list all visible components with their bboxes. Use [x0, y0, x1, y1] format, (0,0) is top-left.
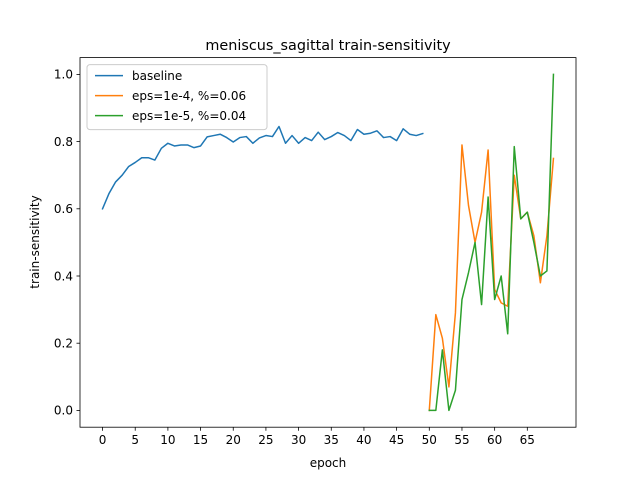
x-tick-label: 5 — [131, 433, 139, 447]
x-tick-label: 15 — [193, 433, 208, 447]
x-tick-label: 25 — [258, 433, 273, 447]
y-tick-label: 0.0 — [54, 404, 73, 418]
legend: baseline eps=1e-4, %=0.06 eps=1e-5, %=0.04 — [86, 64, 268, 131]
x-tick-label: 55 — [454, 433, 469, 447]
y-axis-ticks: 0.0 0.2 0.4 0.6 0.8 1.0 — [54, 68, 80, 418]
series-line-2 — [428, 144, 555, 412]
x-tick-label: 0 — [99, 433, 107, 447]
x-tick-label: 40 — [356, 433, 371, 447]
legend-label: baseline — [132, 69, 182, 83]
y-tick-label: 0.8 — [54, 135, 73, 149]
chart-title: meniscus_sagittal train-sensitivity — [205, 38, 451, 54]
y-tick-label: 0.6 — [54, 202, 73, 216]
x-axis-label: epoch — [310, 456, 347, 470]
series-lines — [101, 73, 555, 412]
legend-box — [86, 64, 268, 131]
x-tick-label: 30 — [291, 433, 306, 447]
y-axis-label: train-sensitivity — [28, 195, 42, 288]
y-tick-label: 0.2 — [54, 337, 73, 351]
series-line-3 — [428, 73, 555, 412]
x-tick-label: 65 — [520, 433, 535, 447]
x-tick-label: 35 — [324, 433, 339, 447]
x-tick-label: 20 — [226, 433, 241, 447]
y-tick-label: 1.0 — [54, 68, 73, 82]
x-axis-ticks: 0 5 10 15 20 25 30 35 40 45 50 55 60 65 — [99, 427, 535, 447]
x-tick-label: 50 — [422, 433, 437, 447]
legend-label: eps=1e-5, %=0.04 — [132, 109, 246, 123]
legend-label: eps=1e-4, %=0.06 — [132, 89, 246, 103]
series-line-1 — [101, 125, 424, 210]
x-tick-label: 60 — [487, 433, 502, 447]
y-tick-label: 0.4 — [54, 269, 73, 283]
plot-frame — [79, 57, 577, 428]
x-tick-label: 45 — [389, 433, 404, 447]
x-tick-label: 10 — [160, 433, 175, 447]
